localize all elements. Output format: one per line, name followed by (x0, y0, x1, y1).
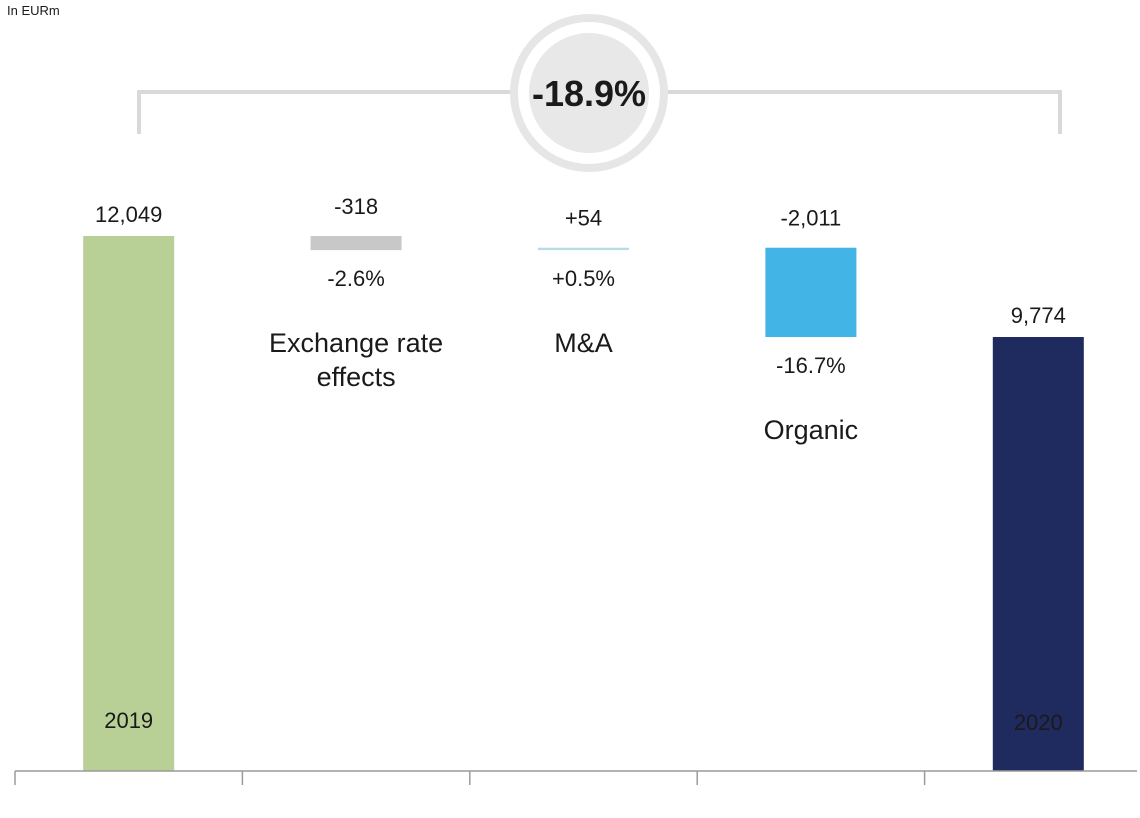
change-badge-label: -18.9% (532, 73, 646, 114)
category-label-step: M&A (554, 328, 613, 358)
category-label-step: Exchange rate (269, 328, 443, 358)
bar-start (83, 236, 175, 771)
unit-note: In EURm (7, 3, 60, 18)
data-label-step: -318 (334, 194, 378, 219)
data-label-step: -2,011 (781, 206, 842, 231)
change-badge (529, 33, 649, 153)
bar-end (992, 337, 1084, 771)
x-tick-label-start: 2019 (104, 708, 153, 733)
percent-label-step: +0.5% (552, 266, 615, 291)
percent-label-step: -16.7% (776, 353, 846, 378)
data-label-step: +54 (565, 206, 602, 231)
bar-step (538, 247, 629, 251)
x-tick-label-end: 2020 (1014, 710, 1063, 735)
category-label-step: effects (317, 362, 396, 392)
percent-label-step: -2.6% (327, 266, 384, 291)
category-label-step: Organic (764, 415, 859, 445)
data-label-end: 9,774 (1011, 303, 1066, 328)
data-label-start: 12,049 (95, 202, 162, 227)
x-axis-ticks (14, 771, 926, 785)
chart-marks: 12,049 -318 -2.6% Exchange rate effects +54 +0… (83, 194, 1084, 771)
bar-step (310, 236, 402, 251)
bar-step (765, 247, 857, 338)
